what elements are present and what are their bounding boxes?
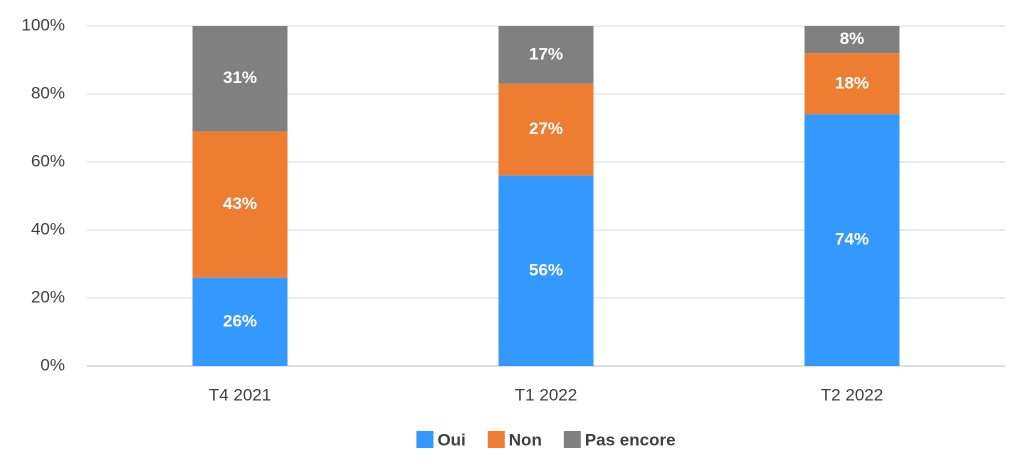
data-label: 27% (529, 119, 563, 138)
data-label: 43% (223, 194, 257, 213)
data-label: 74% (835, 230, 869, 249)
bar-segment (804, 53, 900, 115)
legend-swatch (563, 431, 581, 448)
y-tick-label: 40% (31, 219, 65, 238)
y-tick-label: 20% (31, 287, 65, 306)
bar-segment (498, 26, 594, 84)
data-label: 56% (529, 260, 563, 279)
x-tick-label: T2 2022 (821, 385, 883, 404)
legend-label: Non (509, 430, 542, 449)
legend-label: Pas encore (585, 430, 676, 449)
bar-segment (192, 277, 288, 366)
data-label: 17% (529, 44, 563, 63)
y-tick-label: 100% (22, 15, 65, 34)
data-label: 8% (840, 29, 865, 48)
data-label: 18% (835, 73, 869, 92)
legend-swatch (416, 431, 434, 448)
x-tick-label: T4 2021 (209, 385, 271, 404)
bar-segment (192, 131, 288, 278)
y-tick-label: 0% (40, 355, 65, 374)
legend-swatch (487, 431, 505, 448)
bar-segment (804, 26, 900, 54)
bar-segment (804, 114, 900, 367)
x-tick-label: T1 2022 (515, 385, 577, 404)
data-label: 26% (223, 311, 257, 330)
bar-segment (498, 83, 594, 176)
bar-segment (498, 175, 594, 366)
data-label: 31% (223, 68, 257, 87)
y-tick-label: 80% (31, 83, 65, 102)
legend-label: Oui (437, 430, 465, 449)
y-tick-label: 60% (31, 151, 65, 170)
bar-segment (192, 26, 288, 132)
